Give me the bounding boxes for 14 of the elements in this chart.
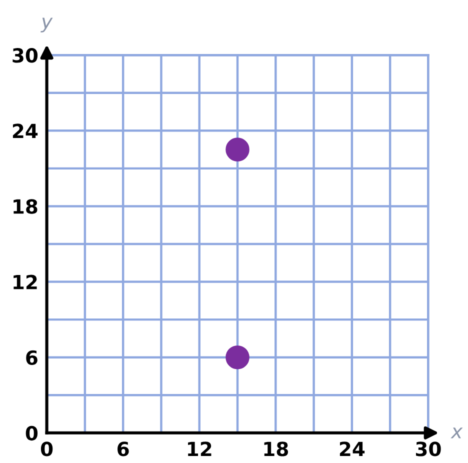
x-tick-label: 0 (40, 442, 53, 456)
x-tick-label: 30 (416, 442, 441, 456)
x-tick-label: 24 (340, 442, 365, 456)
x-tick-label: 6 (118, 442, 129, 456)
y-tick-label: 30 (12, 48, 38, 63)
x-tick-label: 12 (188, 442, 212, 456)
y-tick-label: 18 (14, 199, 38, 214)
y-tick-label: 0 (26, 426, 38, 441)
y-tick-label: 24 (12, 124, 38, 138)
y-tick-label: 12 (14, 274, 37, 290)
x-axis-title: x (450, 428, 463, 438)
x-tick-label: 18 (264, 442, 288, 456)
y-tick-label: 6 (26, 350, 38, 366)
y-axis-title: y (40, 18, 53, 32)
